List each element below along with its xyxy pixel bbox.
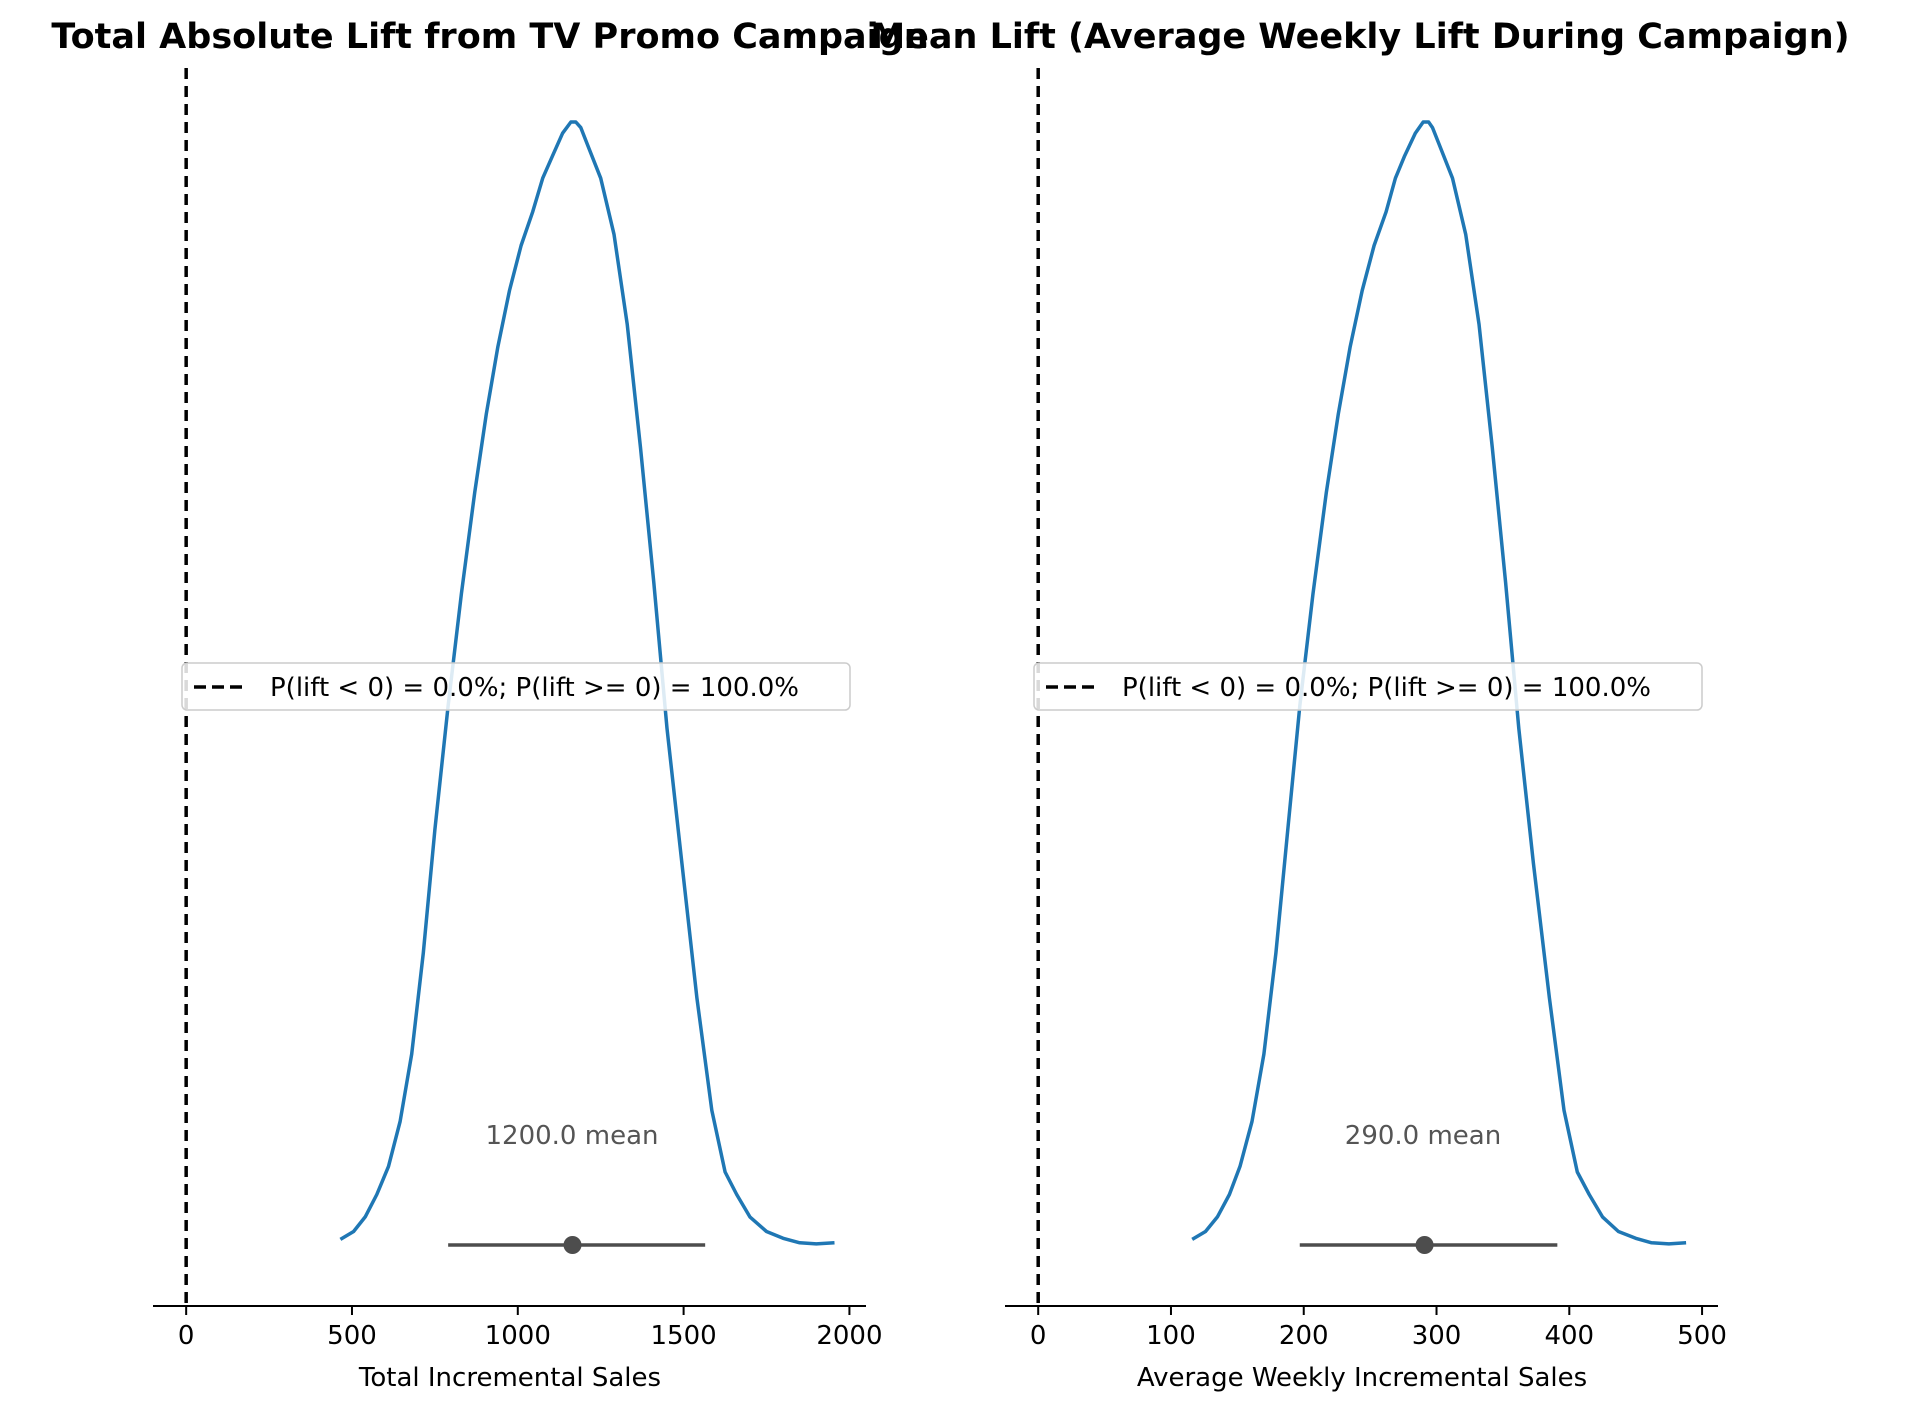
panel-mean-lift: Mean Lift (Average Weekly Lift During Ca… bbox=[870, 17, 1849, 1393]
mean-label: 290.0 mean bbox=[1345, 1121, 1501, 1151]
x-axis-label: Average Weekly Incremental Sales bbox=[1137, 1363, 1587, 1393]
legend-box bbox=[1033, 662, 1703, 711]
x-tick-label: 2000 bbox=[816, 1321, 882, 1351]
panel-total-lift: Total Absolute Lift from TV Promo Campai… bbox=[51, 17, 928, 1393]
x-tick-group: 0 500 1000 1500 2000 bbox=[178, 1306, 883, 1351]
x-tick-label: 200 bbox=[1279, 1321, 1329, 1351]
x-tick-label: 500 bbox=[327, 1321, 377, 1351]
x-tick-label: 500 bbox=[1677, 1321, 1727, 1351]
x-tick-label: 0 bbox=[178, 1321, 195, 1351]
kde-density-line bbox=[339, 120, 835, 1246]
legend-label: P(lift < 0) = 0.0%; P(lift >= 0) = 100.0… bbox=[270, 673, 799, 703]
panel-title: Total Absolute Lift from TV Promo Campai… bbox=[51, 17, 928, 57]
x-tick-group: 0 100 200 300 400 500 bbox=[1030, 1306, 1727, 1351]
mean-point bbox=[1415, 1236, 1434, 1254]
mean-label: 1200.0 mean bbox=[486, 1121, 659, 1151]
x-tick-label: 0 bbox=[1030, 1321, 1047, 1351]
legend: P(lift < 0) = 0.0%; P(lift >= 0) = 100.0… bbox=[181, 662, 851, 711]
x-axis-label: Total Incremental Sales bbox=[358, 1363, 661, 1393]
x-tick-label: 1000 bbox=[485, 1321, 551, 1351]
legend: P(lift < 0) = 0.0%; P(lift >= 0) = 100.0… bbox=[1033, 662, 1703, 711]
kde-density-line bbox=[1191, 120, 1687, 1246]
panel-title: Mean Lift (Average Weekly Lift During Ca… bbox=[870, 17, 1849, 57]
legend-box bbox=[181, 662, 851, 711]
x-tick-label: 300 bbox=[1412, 1321, 1462, 1351]
x-tick-label: 1500 bbox=[651, 1321, 717, 1351]
legend-label: P(lift < 0) = 0.0%; P(lift >= 0) = 100.0… bbox=[1122, 673, 1651, 703]
x-tick-label: 400 bbox=[1544, 1321, 1594, 1351]
mean-point bbox=[563, 1236, 582, 1254]
x-tick-label: 100 bbox=[1146, 1321, 1196, 1351]
